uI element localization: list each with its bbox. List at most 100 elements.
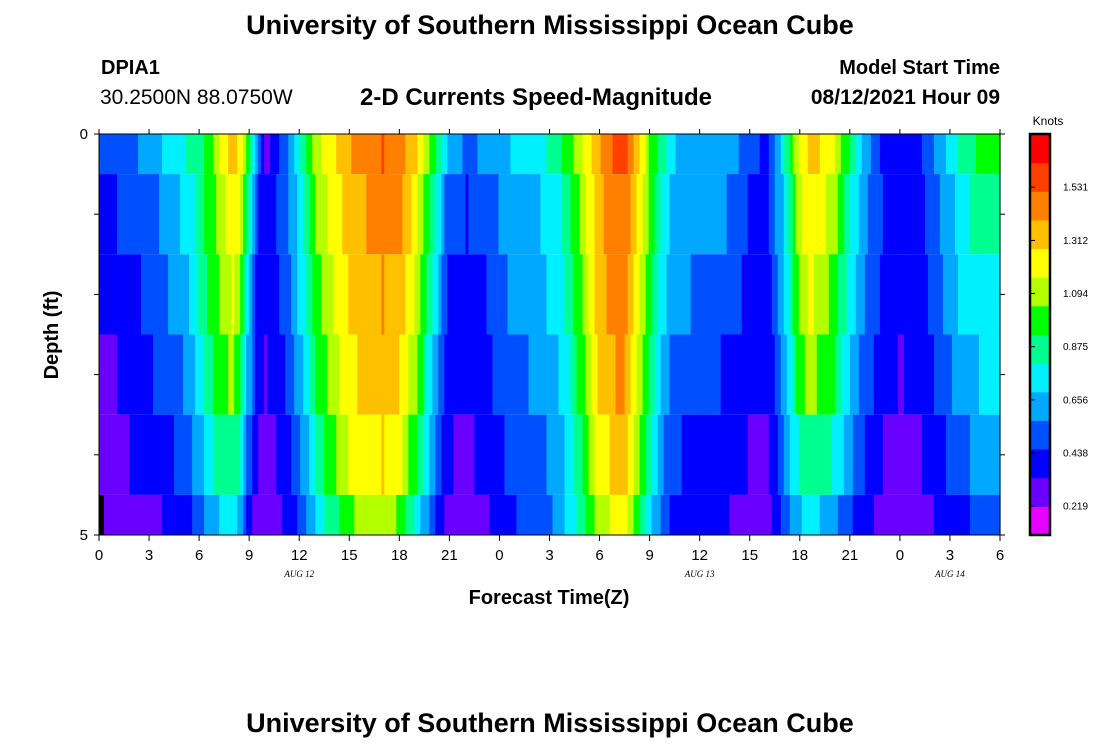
heatmap-cell: [528, 174, 533, 255]
heatmap-cell: [951, 334, 956, 415]
heatmap-cell: [762, 254, 767, 335]
heatmap-cell: [960, 254, 965, 335]
heatmap-cell: [114, 334, 118, 415]
heatmap-cell: [876, 414, 881, 495]
heatmap-cell: [537, 414, 542, 495]
heatmap-cell: [123, 134, 127, 175]
heatmap-cell: [726, 494, 731, 535]
colorbar-tick-label: 1.312: [1063, 236, 1088, 247]
heatmap-cell: [759, 414, 764, 495]
heatmap-cell: [426, 254, 430, 335]
heatmap-cell: [111, 134, 115, 175]
heatmap-cell: [450, 334, 454, 415]
heatmap-cell: [378, 334, 382, 415]
heatmap-cell: [909, 494, 914, 535]
heatmap-cell: [870, 174, 875, 255]
heatmap-cell: [138, 254, 142, 335]
heatmap-cell: [915, 254, 920, 335]
heatmap-cell: [600, 494, 605, 535]
heatmap-cell: [636, 134, 641, 175]
heatmap-cell: [117, 174, 121, 255]
heatmap-cell: [879, 254, 884, 335]
heatmap-cell: [207, 494, 211, 535]
heatmap-cell: [396, 494, 400, 535]
heatmap-cell: [540, 254, 545, 335]
heatmap-cell: [510, 334, 515, 415]
heatmap-cell: [594, 254, 599, 335]
heatmap-cell: [801, 254, 806, 335]
heatmap-cell: [780, 174, 785, 255]
heatmap-cell: [618, 494, 623, 535]
heatmap-cell: [567, 414, 572, 495]
heatmap-cell: [438, 334, 442, 415]
heatmap-cell: [150, 174, 154, 255]
heatmap-cell: [624, 174, 629, 255]
heatmap-cell: [129, 174, 133, 255]
heatmap-cell: [264, 334, 268, 415]
station-coordinates: 30.2500N 88.0750W: [100, 86, 293, 109]
heatmap-cell: [405, 174, 409, 255]
heatmap-cell: [930, 134, 935, 175]
heatmap-cell: [354, 334, 358, 415]
heatmap-cell: [192, 414, 196, 495]
heatmap-cell: [945, 174, 950, 255]
heatmap-cell: [432, 334, 436, 415]
heatmap-cell: [363, 334, 367, 415]
heatmap-cell: [369, 414, 373, 495]
heatmap-cell: [858, 254, 863, 335]
heatmap-cell: [966, 334, 971, 415]
heatmap-cell: [729, 334, 734, 415]
heatmap-cell: [864, 494, 869, 535]
heatmap-cell: [765, 414, 770, 495]
heatmap-cell: [654, 494, 659, 535]
heatmap-cell: [690, 254, 695, 335]
heatmap-cell: [741, 334, 746, 415]
heatmap-cell: [261, 334, 265, 415]
heatmap-cell: [225, 414, 229, 495]
heatmap-cell: [558, 254, 563, 335]
heatmap-cell: [876, 494, 881, 535]
heatmap-cell: [348, 414, 352, 495]
heatmap-cell: [573, 414, 578, 495]
heatmap-cell: [819, 134, 824, 175]
heatmap-cell: [609, 414, 614, 495]
heatmap-cell: [549, 254, 554, 335]
heatmap-cell: [153, 134, 157, 175]
heatmap-cell: [393, 334, 397, 415]
heatmap-cell: [186, 494, 190, 535]
heatmap-cell: [846, 174, 851, 255]
heatmap-cell: [165, 254, 169, 335]
heatmap-cell: [684, 334, 689, 415]
heatmap-cell: [345, 494, 349, 535]
heatmap-cell: [249, 134, 253, 175]
heatmap-cell: [729, 414, 734, 495]
heatmap-cell: [489, 334, 494, 415]
heatmap-cell: [438, 494, 442, 535]
heatmap-cell: [402, 254, 406, 335]
heatmap-cell: [666, 414, 671, 495]
heatmap-cell: [726, 334, 731, 415]
heatmap-cell: [504, 254, 509, 335]
heatmap-cell: [954, 174, 959, 255]
heatmap-cell: [543, 174, 548, 255]
heatmap-cell: [774, 494, 779, 535]
heatmap-cell: [648, 334, 653, 415]
heatmap-cell: [462, 414, 466, 495]
heatmap-cell: [219, 494, 223, 535]
heatmap-cell: [954, 134, 959, 175]
heatmap-cell: [111, 254, 115, 335]
heatmap-cell: [951, 174, 956, 255]
heatmap-cell: [891, 174, 896, 255]
colorbar-tick-label: 1.094: [1063, 289, 1088, 300]
heatmap-cell: [450, 254, 454, 335]
heatmap-cell: [306, 494, 310, 535]
heatmap-cell: [738, 414, 743, 495]
heatmap-cell: [420, 334, 424, 415]
heatmap-cell: [423, 254, 427, 335]
heatmap-cell: [837, 254, 842, 335]
heatmap-cell: [771, 334, 776, 415]
heatmap-cell: [693, 334, 698, 415]
heatmap-cell: [816, 254, 821, 335]
station-id: DPIA1: [101, 57, 160, 79]
heatmap-cell: [159, 334, 163, 415]
